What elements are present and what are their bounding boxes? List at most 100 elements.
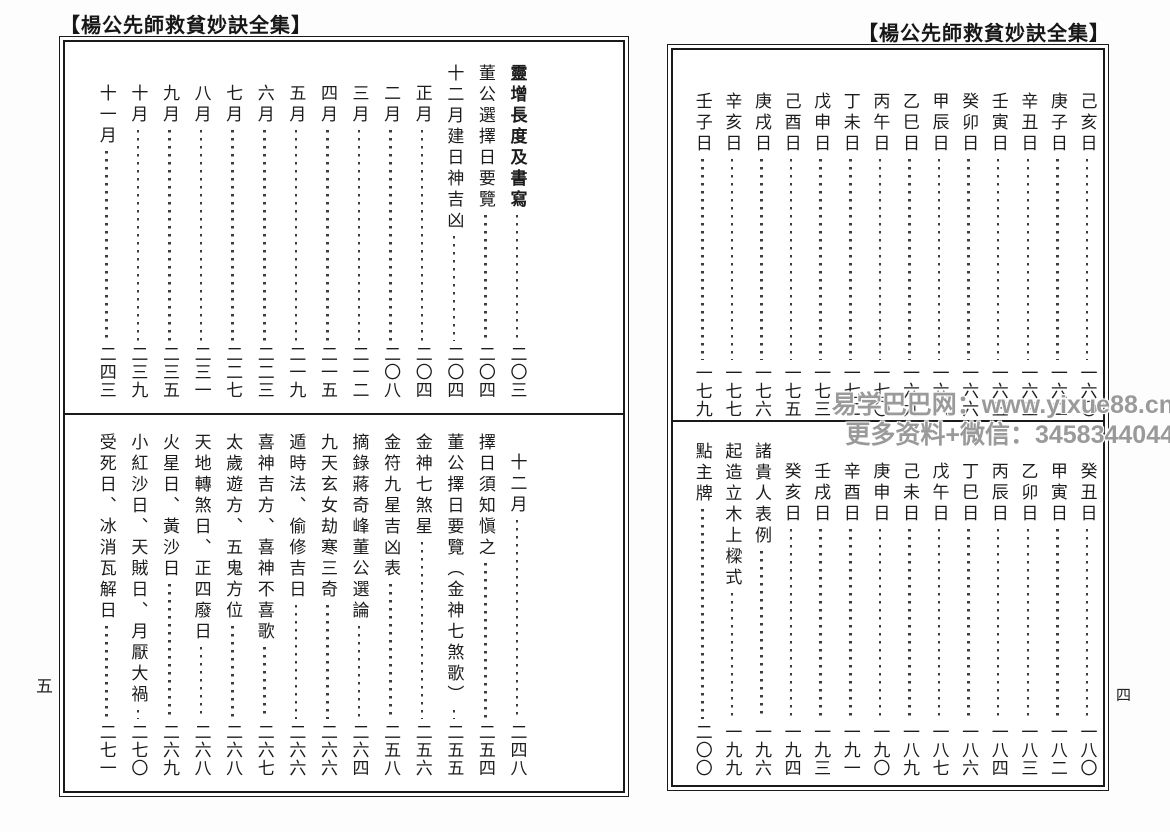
toc-entry-page-number: 二六四 [349, 723, 369, 777]
toc-entry-title: 壬戌日 [811, 462, 831, 525]
toc-entry-title: 小紅沙日、天賊日、月厭大禍 [128, 433, 148, 706]
right-page-section-divider [673, 420, 1103, 422]
dotted-leader [789, 159, 793, 360]
right-page-folio-number: 四 [1116, 688, 1132, 704]
toc-entry-page-number: 一九九 [722, 723, 742, 777]
toc-entry-page-number: 二七〇 [128, 723, 148, 777]
toc-entry-title: 己亥日 [1077, 92, 1097, 155]
toc-entry: 金符九星吉凶表 二五八 [381, 433, 401, 777]
left-page-section-divider [65, 413, 623, 415]
toc-entry: 戊午日 一八七 [929, 442, 949, 777]
toc-entry: 辛丑日 一六三 [1018, 72, 1038, 418]
toc-entry-title: 九月 [159, 84, 179, 126]
dotted-leader [389, 584, 392, 719]
toc-entry-page-number: 二七一 [96, 723, 116, 777]
toc-entry: 六月 二二三 [254, 64, 274, 399]
dotted-leader [878, 159, 882, 360]
toc-entry-title: 金神七煞星 [412, 433, 432, 538]
toc-entry-title: 壬寅日 [988, 92, 1008, 155]
toc-entry: 十二月 二四八 [507, 433, 527, 777]
toc-entry: 天地轉煞日、正四廢日 二六八 [191, 433, 211, 777]
toc-entry-page-number: 一六三 [1018, 364, 1038, 418]
dotted-leader [136, 130, 140, 341]
dotted-leader [294, 130, 298, 341]
toc-entry-page-number: 一六〇 [1077, 364, 1097, 418]
toc-entry: 小紅沙日、天賊日、月厭大禍二七〇 [128, 433, 148, 777]
toc-entry-title: 擇日須知愼之 [475, 433, 495, 559]
dotted-leader [231, 130, 234, 341]
dotted-leader [452, 710, 456, 719]
left-page-border-frame: 靈增長度及書寫 二〇三 董公選擇日要覽 二〇四 十二月建日神吉凶 二〇四 正月 二〇四 二月 二〇… [63, 40, 625, 793]
dotted-leader [967, 159, 970, 360]
toc-entry-page-number: 一七五 [781, 364, 801, 418]
dotted-leader [701, 509, 704, 719]
right-page-book-title: 【楊公先師救貧妙訣全集】 [858, 23, 1110, 45]
toc-entry: 乙巳日 一六九 [899, 72, 919, 418]
toc-entry-title: 辛酉日 [840, 462, 860, 525]
dotted-leader [263, 647, 266, 719]
toc-entry: 受死日、冰消瓦解日 二七一 [96, 433, 116, 777]
toc-entry: 甲寅日 一八二 [1047, 442, 1067, 777]
dotted-leader [1085, 529, 1089, 719]
toc-entry-title: 諸貴人表例 [751, 442, 771, 547]
toc-entry-title: 己酉日 [781, 92, 801, 155]
toc-entry-title: 癸卯日 [959, 92, 979, 155]
dotted-leader [168, 584, 171, 719]
toc-entry-title: 戊午日 [929, 462, 949, 525]
toc-entry-title: 甲寅日 [1047, 462, 1067, 525]
toc-entry-page-number: 一七三 [811, 364, 831, 418]
toc-entry-page-number: 二一五 [317, 345, 337, 399]
dotted-leader [231, 626, 234, 719]
toc-entry-title: 十一月 [96, 84, 116, 147]
dotted-leader [730, 593, 734, 719]
toc-entry: 己酉日 一七五 [781, 72, 801, 418]
toc-entry-title: 七月 [223, 84, 243, 126]
toc-entry-title: 丙午日 [870, 92, 890, 155]
toc-entry-page-number: 二六九 [159, 723, 179, 777]
dotted-leader [1056, 529, 1059, 719]
dotted-leader [357, 626, 361, 719]
dotted-leader [105, 151, 108, 341]
toc-entry-page-number: 二二七 [223, 345, 243, 399]
left-page-book-title: 【楊公先師救貧妙訣全集】 [60, 15, 312, 37]
toc-entry-page-number: 二二三 [254, 345, 274, 399]
toc-entry: 董公選擇日要覽 二〇四 [475, 64, 495, 399]
toc-entry-page-number: 一七〇 [870, 364, 890, 418]
toc-entry-title: 金符九星吉凶表 [381, 433, 401, 580]
toc-entry: 四月 二一五 [317, 64, 337, 399]
dotted-leader [760, 551, 763, 719]
toc-entry-title: 十二月 [507, 453, 527, 516]
toc-entry-title: 五月 [286, 84, 306, 126]
toc-entry-page-number: 一八二 [1047, 723, 1067, 777]
site-watermark: 易学巴巴网：www.yixue88.cn 更多资料+微信：3458344044 [832, 390, 1170, 450]
left-page-top-toc-section: 靈增長度及書寫 二〇三 董公選擇日要覽 二〇四 十二月建日神吉凶 二〇四 正月 二〇四 二月 二〇… [65, 42, 623, 413]
toc-entry: 庚戌日 一七六 [751, 72, 771, 418]
dotted-leader [515, 520, 519, 719]
toc-entry-title: 四月 [317, 84, 337, 126]
toc-entry-title: 乙卯日 [1018, 462, 1038, 525]
toc-entry-title: 正月 [412, 84, 432, 126]
dotted-leader [819, 159, 822, 360]
dotted-leader [199, 647, 203, 719]
toc-entry: 癸亥日 一九四 [781, 442, 801, 777]
dotted-leader [199, 130, 203, 341]
dotted-leader [263, 130, 266, 341]
toc-entry-title: 辛丑日 [1018, 92, 1038, 155]
toc-entry: 丁未日 一七二 [840, 72, 860, 418]
toc-entry-page-number: 一七六 [751, 364, 771, 418]
dotted-leader [484, 563, 487, 719]
toc-entry-page-number: 一九一 [840, 723, 860, 777]
toc-entry: 諸貴人表例 一九六 [751, 442, 771, 777]
dotted-leader [1085, 159, 1089, 360]
toc-entry-page-number: 一八七 [929, 723, 949, 777]
toc-entry-title: 辛亥日 [722, 92, 742, 155]
toc-entry: 十二月建日神吉凶 二〇四 [444, 64, 464, 399]
toc-entry: 靈增長度及書寫 二〇三 [507, 64, 527, 399]
toc-entry: 甲辰日 一六八 [929, 72, 949, 418]
toc-entry-page-number: 二〇〇 [692, 723, 712, 777]
toc-entry: 己未日 一八九 [899, 442, 919, 777]
toc-entry-page-number: 二五六 [412, 723, 432, 777]
toc-entry-title: 喜神吉方、喜神不喜歌 [254, 433, 274, 643]
toc-entry: 庚子日 一六二 [1047, 72, 1067, 418]
toc-entry: 丙辰日 一八四 [988, 442, 1008, 777]
